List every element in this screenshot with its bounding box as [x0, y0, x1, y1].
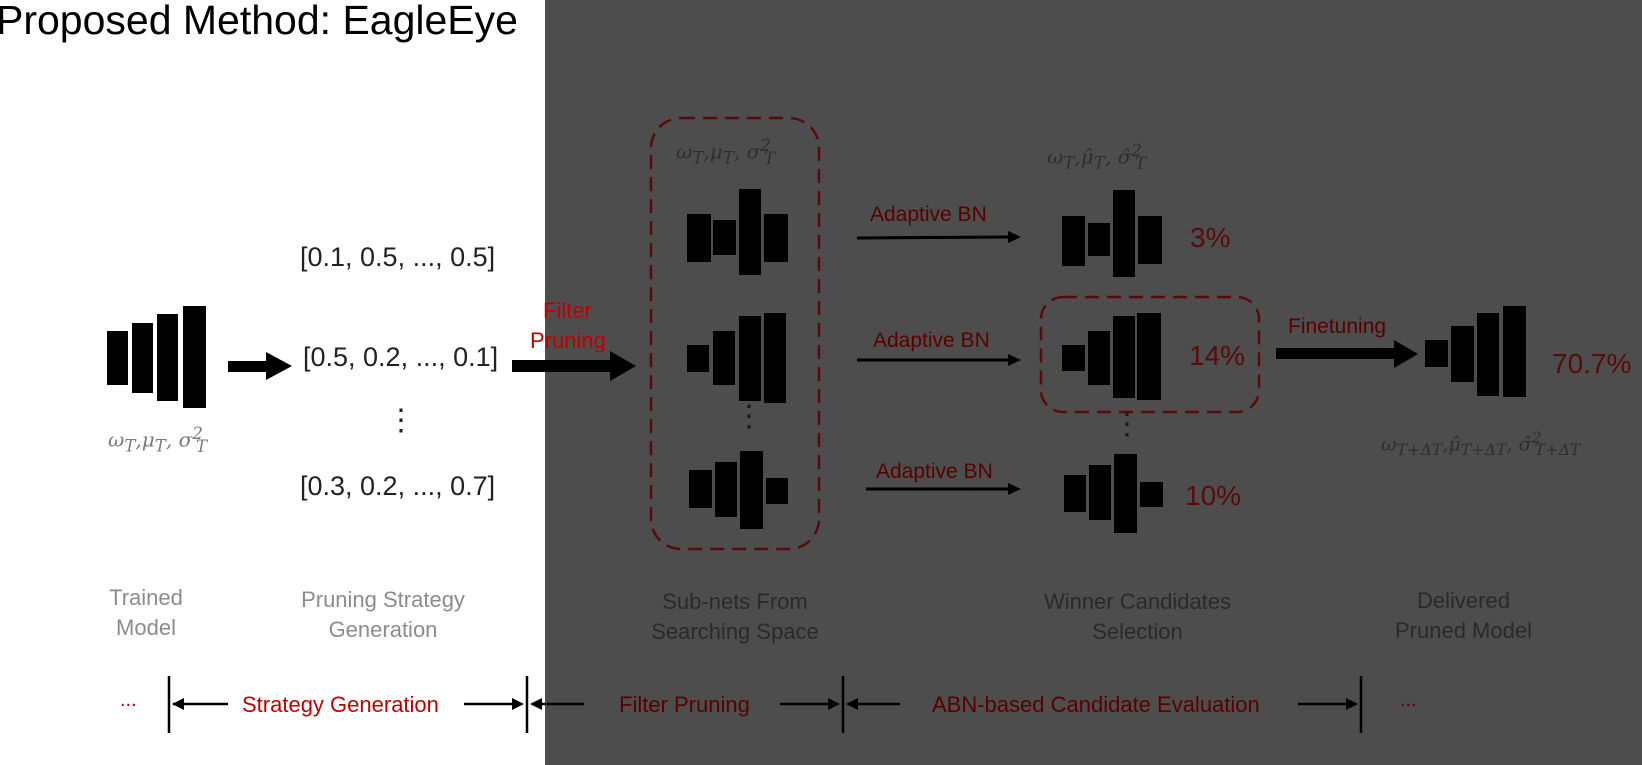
strategy-vector-1: [0.1, 0.5, ..., 0.5]: [300, 242, 496, 272]
adaptive-bn-label-1: Adaptive BN: [870, 203, 987, 226]
arrow-model-to-strategy: [228, 352, 292, 380]
candidate-3-accuracy: 10%: [1185, 480, 1242, 511]
final-weights-symbol: ωT+ΔT,μ̂T+ΔT, σ̂2T+ΔT: [1381, 428, 1581, 460]
stage-subnets-line2: Searching Space: [651, 618, 819, 644]
filter-pruning-label-line2: Pruning: [530, 328, 606, 353]
subnet-1-icon: [687, 189, 788, 275]
stage-winners-line1: Winner Candidates: [1043, 589, 1232, 614]
subnet-3-icon: [689, 451, 788, 529]
candidate-3-icon: [1064, 454, 1163, 533]
strategy-ellipsis: ⋮: [386, 404, 416, 437]
subnet-weights-symbol: ωT,μT, σ2T: [676, 136, 776, 168]
candidate-2-accuracy: 14%: [1189, 340, 1246, 371]
stage-strategy-gen-line1: Pruning Strategy: [301, 587, 465, 612]
phase-filter-pruning: Filter Pruning: [619, 692, 750, 717]
timeline-ellipsis-left: ...: [120, 689, 137, 711]
subnets-dashed-box: [649, 116, 821, 551]
adaptive-bn-arrow-3: [866, 483, 1021, 495]
stage-delivered-model: Delivered Pruned Model: [1376, 586, 1551, 645]
adaptive-bn-label-2: Adaptive BN: [873, 329, 990, 352]
stage-trained-model-line1: Trained: [109, 585, 183, 610]
strategy-vector-3: [0.3, 0.2, ..., 0.7]: [300, 471, 496, 501]
stage-winners-line2: Selection: [1092, 618, 1183, 644]
stage-subnets: Sub-nets From Searching Space: [645, 587, 825, 646]
abn-weights-symbol: ωT,μ̂T, σ̂2T: [1047, 141, 1147, 173]
stage-trained-model-line2: Model: [116, 614, 176, 640]
stage-strategy-gen-line2: Generation: [328, 616, 438, 642]
candidate-ellipsis: ⋮: [1112, 408, 1142, 441]
stage-delivered-line1: Delivered: [1417, 588, 1510, 613]
stage-trained-model: Trained Model: [96, 583, 196, 642]
stage-delivered-line2: Pruned Model: [1395, 617, 1532, 643]
winner-dashed-box: [1039, 295, 1261, 414]
timeline-ellipsis-right: ...: [1400, 689, 1417, 711]
stage-winner-selection: Winner Candidates Selection: [1030, 587, 1245, 646]
finetuning-label: Finetuning: [1288, 315, 1387, 338]
trained-weights-symbol: ωT,μT, σ2T: [108, 424, 208, 456]
stage-strategy-generation: Pruning Strategy Generation: [283, 585, 483, 644]
finetuning-arrow: [1276, 340, 1418, 368]
phase-abn-evaluation: ABN-based Candidate Evaluation: [932, 692, 1260, 717]
arrow-filter-pruning: [512, 351, 636, 381]
strategy-vector-2: [0.5, 0.2, ..., 0.1]: [303, 342, 499, 372]
filter-pruning-label-line1: Filter: [543, 298, 592, 323]
page-title: Proposed Method: EagleEye: [0, 0, 518, 43]
final-accuracy: 70.7%: [1552, 348, 1632, 379]
stage-subnets-line1: Sub-nets From: [662, 589, 808, 614]
trained-model-icon: [107, 306, 206, 408]
timeline-arrowheads: [172, 698, 1358, 710]
candidate-1-icon: [1062, 190, 1162, 277]
subnet-2-icon: [687, 313, 786, 403]
subnet-ellipsis: ⋮: [734, 400, 764, 433]
adaptive-bn-arrow-1: [856, 231, 1021, 243]
adaptive-bn-label-3: Adaptive BN: [876, 460, 993, 483]
candidate-1-accuracy: 3%: [1190, 222, 1231, 253]
final-model-icon: [1425, 306, 1526, 397]
phase-strategy-generation: Strategy Generation: [242, 692, 439, 717]
adaptive-bn-arrow-2: [857, 354, 1021, 366]
candidate-2-icon: [1062, 313, 1161, 400]
